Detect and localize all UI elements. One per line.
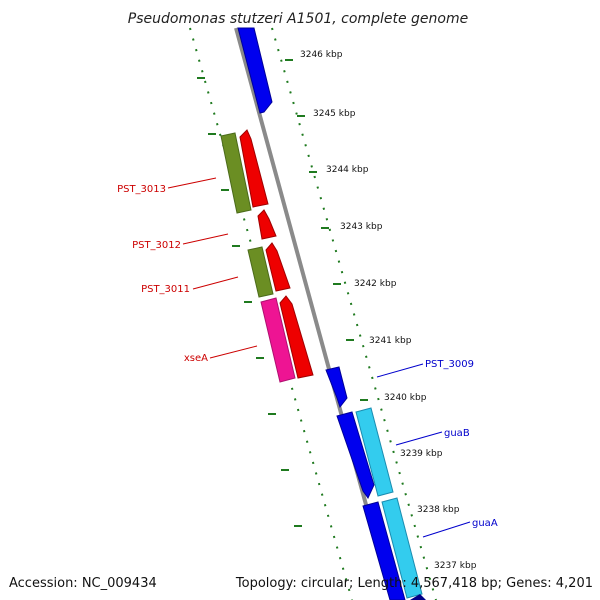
scale-label: 3240 kbp bbox=[384, 393, 427, 403]
gene-arrow-xsea[interactable] bbox=[279, 295, 314, 379]
scale-label: 3243 kbp bbox=[340, 222, 383, 232]
gene-arrow-pst3011[interactable] bbox=[265, 242, 291, 292]
scale-track-right bbox=[271, 27, 437, 600]
gene-arrow-guab[interactable] bbox=[336, 411, 375, 499]
forward-strand-features bbox=[237, 27, 426, 600]
scale-label: 3244 kbp bbox=[326, 165, 369, 175]
gene-feature-pst3013[interactable] bbox=[220, 132, 252, 214]
gene-labels: PST_3013 PST_3012 PST_3011 xseA PST_3009… bbox=[117, 184, 498, 529]
gene-label-guab[interactable]: guaB bbox=[444, 428, 470, 439]
gene-label-xsea[interactable]: xseA bbox=[184, 353, 208, 364]
accession-text: Accession: NC_009434 bbox=[9, 576, 157, 591]
scale-label: 3242 kbp bbox=[354, 279, 397, 289]
reverse-strand-features bbox=[220, 129, 314, 383]
gene-feature-guaa[interactable] bbox=[381, 497, 423, 599]
gene-label-pst3009[interactable]: PST_3009 bbox=[425, 359, 474, 370]
scale-label: 3237 kbp bbox=[434, 561, 477, 571]
scale-label: 3238 kbp bbox=[417, 505, 460, 515]
gene-feature-guab[interactable] bbox=[355, 407, 394, 497]
gene-feature-xsea[interactable] bbox=[260, 297, 296, 383]
gene-label-pst3013[interactable]: PST_3013 bbox=[117, 184, 166, 195]
gene-arrow-bottom[interactable] bbox=[410, 594, 426, 600]
label-leaders bbox=[167, 177, 471, 538]
scale-label: 3241 kbp bbox=[369, 336, 412, 346]
gene-arrow-pst3009[interactable] bbox=[325, 366, 348, 409]
scale-label: 3246 kbp bbox=[300, 50, 343, 60]
scale-major-ticks bbox=[197, 59, 412, 569]
gene-label-pst3011[interactable]: PST_3011 bbox=[141, 284, 190, 295]
gene-feature-pst3011[interactable] bbox=[247, 246, 274, 298]
map-title: Pseudomonas stutzeri A1501, complete gen… bbox=[128, 11, 468, 27]
scale-label: 3239 kbp bbox=[400, 449, 443, 459]
scale-labels: 3246 kbp 3245 kbp 3244 kbp 3243 kbp 3242… bbox=[300, 50, 477, 571]
genome-info-text: Topology: circular; Length: 4,567,418 bp… bbox=[235, 576, 593, 591]
gene-arrow-pst3012[interactable] bbox=[257, 209, 277, 240]
gene-arrow-top[interactable] bbox=[237, 27, 273, 114]
scale-label: 3245 kbp bbox=[313, 109, 356, 119]
gene-arrow-pst3013[interactable] bbox=[239, 129, 269, 208]
genome-backbone bbox=[234, 27, 394, 600]
gene-arrow-guaa[interactable] bbox=[362, 501, 406, 600]
gene-label-pst3012[interactable]: PST_3012 bbox=[132, 240, 181, 251]
gene-label-guaa[interactable]: guaA bbox=[472, 518, 498, 529]
